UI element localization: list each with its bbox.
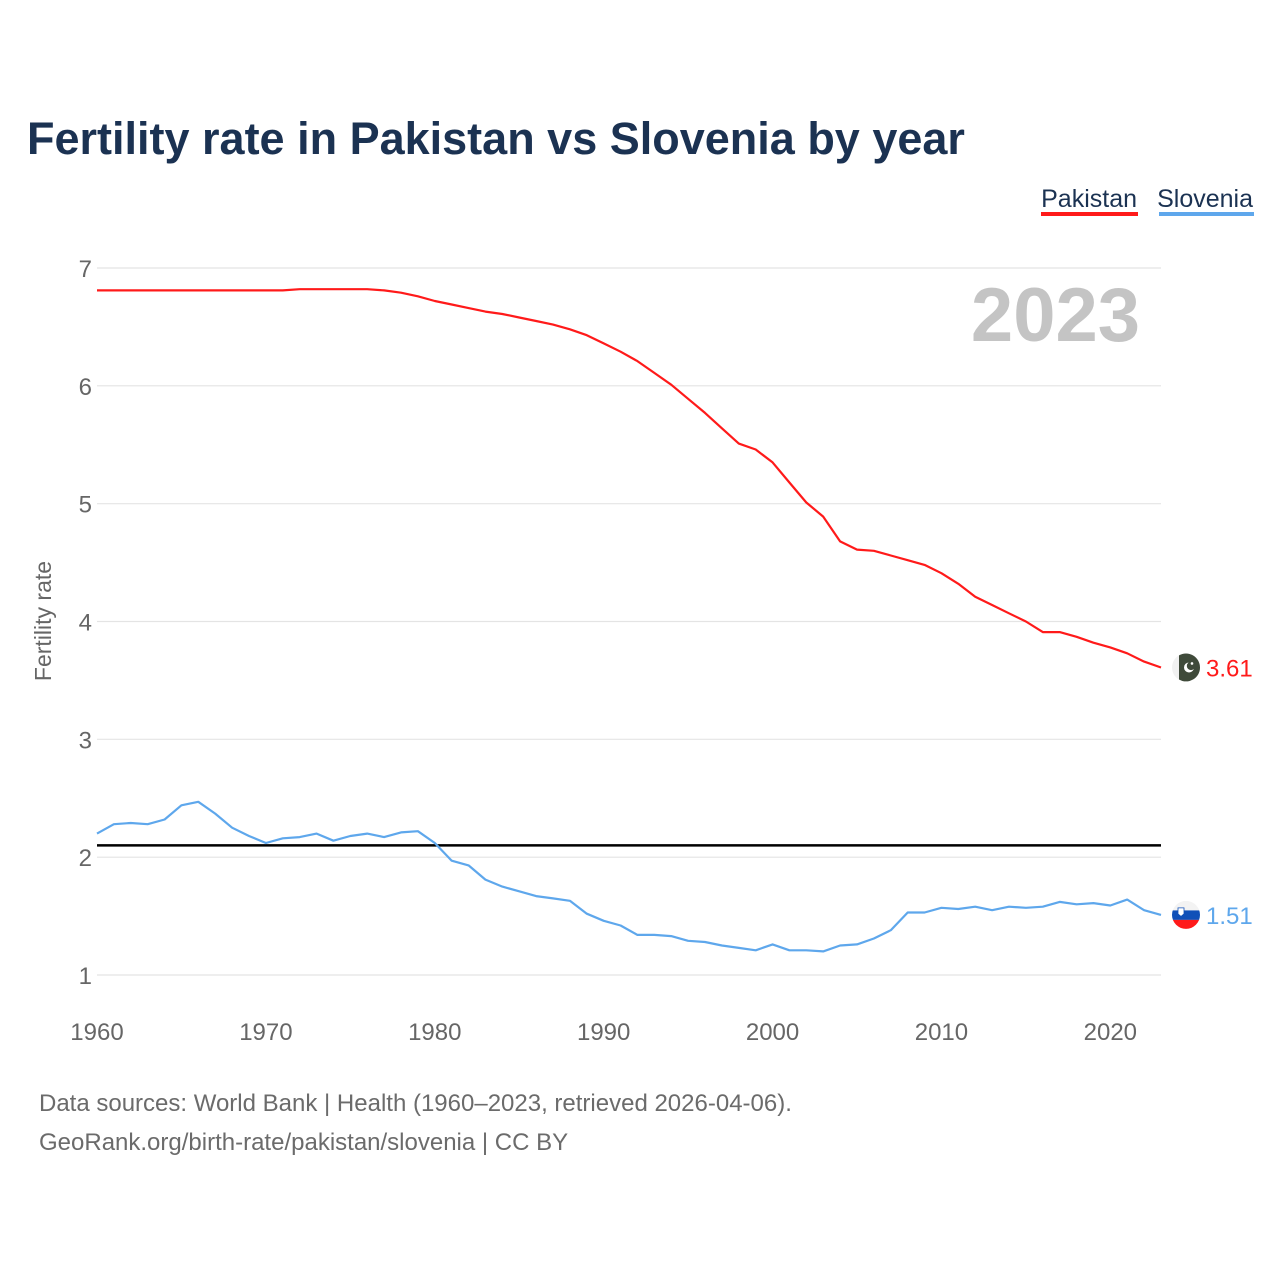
y-tick-label: 5 <box>79 492 92 519</box>
y-tick-label: 4 <box>79 610 92 637</box>
series-lines <box>96 288 1162 953</box>
chart-title: Fertility rate in Pakistan vs Slovenia b… <box>27 113 965 164</box>
slovenia-flag-icon <box>1172 900 1200 929</box>
gridlines <box>97 267 1161 976</box>
series-line-pakistan <box>97 288 1162 669</box>
series-line-slovenia <box>96 800 1162 953</box>
legend-item-slovenia[interactable]: Slovenia <box>1157 185 1253 213</box>
pakistan-flag-icon <box>1172 653 1200 682</box>
legend: Pakistan Slovenia <box>1041 185 1254 216</box>
slovenia-end-value: 1.51 <box>1206 903 1253 930</box>
y-tick-label: 3 <box>79 727 92 754</box>
x-tick-label: 2010 <box>915 1019 968 1046</box>
x-tick-label: 1980 <box>408 1019 461 1046</box>
y-tick-label: 2 <box>79 845 92 872</box>
y-tick-label: 6 <box>79 374 92 401</box>
y-axis-ticks: 1 2 3 4 5 6 7 <box>79 256 92 990</box>
current-year-label: 2023 <box>971 273 1140 358</box>
x-tick-label: 1970 <box>239 1019 292 1046</box>
x-axis-ticks: 1960 1970 1980 1990 2000 2010 2020 <box>70 1019 1137 1046</box>
x-tick-label: 1990 <box>577 1019 630 1046</box>
pakistan-end-value: 3.61 <box>1206 655 1253 682</box>
x-tick-label: 2000 <box>746 1019 799 1046</box>
source-link[interactable]: GeoRank.org/birth-rate/pakistan/slovenia… <box>39 1129 568 1156</box>
x-tick-label: 2020 <box>1084 1019 1137 1046</box>
data-source-note: Data sources: World Bank | Health (1960–… <box>39 1090 792 1117</box>
y-tick-label: 7 <box>79 256 92 283</box>
legend-item-pakistan[interactable]: Pakistan <box>1041 185 1137 213</box>
legend-swatch-pakistan <box>1041 212 1138 216</box>
y-axis-label: Fertility rate <box>30 561 56 681</box>
x-tick-label: 1960 <box>70 1019 123 1046</box>
legend-swatch-slovenia <box>1159 212 1254 216</box>
y-tick-label: 1 <box>79 963 92 990</box>
